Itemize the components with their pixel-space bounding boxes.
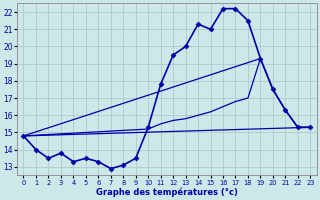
X-axis label: Graphe des températures (°c): Graphe des températures (°c) bbox=[96, 187, 238, 197]
